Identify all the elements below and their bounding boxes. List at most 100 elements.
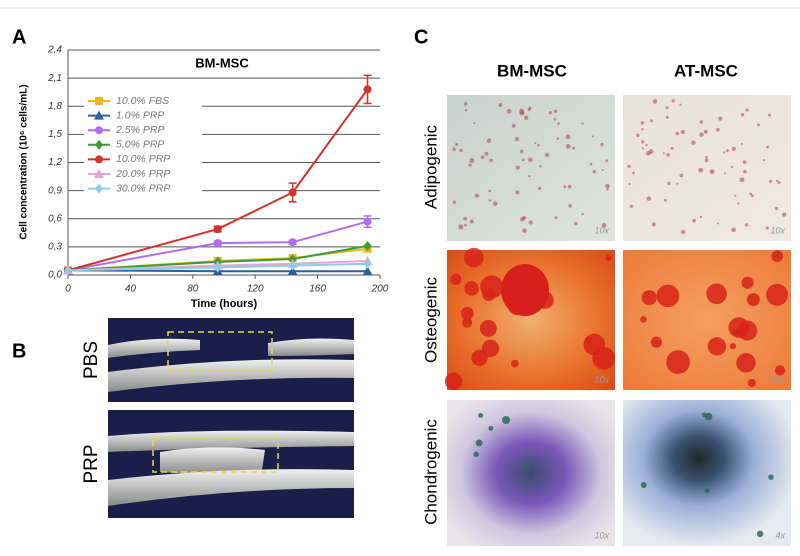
- defect-box: [167, 331, 273, 371]
- stain-spot: [648, 149, 654, 155]
- stain-spot: [730, 165, 734, 168]
- stain-spot: [480, 275, 504, 299]
- legend-marker: [94, 110, 104, 120]
- y-tick-label: 1,2: [48, 157, 62, 168]
- stain-spot: [667, 181, 671, 186]
- stain-spot: [699, 120, 703, 124]
- stain-spot: [537, 144, 540, 147]
- data-line: [67, 88, 369, 272]
- stain-spot: [736, 353, 756, 373]
- panel-label: C: [414, 26, 428, 48]
- stain-spot: [522, 228, 527, 233]
- stain-spot: [461, 317, 473, 328]
- stain-spot: [553, 109, 558, 114]
- stain-spot: [649, 119, 653, 123]
- y-tick-label: 0,9: [48, 185, 62, 196]
- stain-spot: [766, 283, 789, 306]
- stain-spot: [492, 201, 498, 207]
- stain-spot: [704, 158, 709, 163]
- stain-spot: [600, 142, 604, 147]
- stain-spot: [739, 177, 745, 183]
- data-marker: [363, 240, 372, 251]
- stain-spot: [641, 290, 657, 306]
- stain-image: [447, 95, 615, 241]
- stain-spot: [641, 128, 644, 131]
- magnification-label: 10x: [594, 374, 609, 384]
- stain-spot: [563, 185, 567, 189]
- stain-spot: [650, 336, 663, 348]
- stain-spot: [605, 159, 609, 163]
- legend-label: 10.0% PRP: [116, 153, 170, 165]
- x-tick-label: 80: [187, 284, 199, 295]
- stain-spot: [680, 229, 686, 235]
- stain-spot: [768, 474, 774, 480]
- bone-shape: [268, 338, 354, 356]
- stain-spot: [723, 151, 726, 154]
- stain-spot: [510, 359, 519, 368]
- stain-spot: [715, 127, 720, 132]
- stain-spot: [716, 222, 719, 225]
- stain-spot: [731, 227, 736, 233]
- stain-spot: [704, 488, 710, 494]
- stain-spot: [565, 143, 571, 149]
- stain-spot: [640, 482, 647, 488]
- stain-spot: [450, 273, 462, 286]
- bone-shape: [108, 469, 354, 506]
- stain-spot: [769, 179, 773, 183]
- stain-spot: [744, 223, 749, 227]
- stain-spot: [640, 316, 647, 323]
- magnification-label: 4x: [775, 530, 785, 540]
- stain-spot: [486, 138, 492, 143]
- stain-spot: [636, 133, 640, 138]
- stain-spot: [585, 336, 592, 343]
- stain-spot: [737, 202, 740, 205]
- stain-spot: [478, 412, 484, 418]
- column-label: AT-MSC: [674, 61, 738, 80]
- stain-spot: [469, 158, 475, 163]
- stain-spot: [521, 158, 525, 162]
- stain-spot: [479, 319, 497, 337]
- stain-spot: [775, 179, 779, 183]
- data-line: [67, 220, 368, 272]
- stain-spot: [553, 117, 557, 121]
- stain-spot: [572, 146, 576, 150]
- stain-spot: [501, 415, 511, 425]
- stain-spot: [519, 108, 525, 114]
- legend-label: 5.0% PRP: [116, 139, 164, 151]
- stain-spot: [645, 143, 648, 147]
- stain-spot: [706, 283, 727, 305]
- stain-spot: [523, 461, 530, 469]
- stain-spot: [568, 204, 572, 208]
- stain-spot: [527, 108, 531, 112]
- stain-spot: [665, 106, 669, 110]
- data-marker: [64, 265, 72, 276]
- stain-spot: [734, 194, 737, 197]
- stain-image: [623, 250, 791, 390]
- stain-spot: [463, 102, 468, 106]
- stain-spot: [671, 99, 675, 103]
- stain-spot: [765, 226, 769, 230]
- stain-spot: [464, 108, 468, 112]
- stain-spot: [601, 168, 604, 171]
- stain-spot: [766, 145, 769, 149]
- row-label: Chondrogenic: [421, 419, 440, 525]
- stain-spot: [528, 220, 533, 225]
- stain-spot: [458, 224, 464, 230]
- legend-label: 1.0% PRP: [116, 109, 164, 121]
- stain-spot: [774, 365, 786, 376]
- stain-spot: [707, 337, 727, 356]
- stain-spot: [741, 276, 754, 289]
- stain-spot: [528, 157, 533, 163]
- stain-spot: [473, 451, 479, 458]
- row-label: Adipogenic: [421, 124, 440, 209]
- stain-spot: [680, 129, 685, 135]
- stain-spot: [520, 217, 525, 222]
- y-tick-label: 0,3: [48, 242, 62, 253]
- stain-spot: [782, 212, 787, 217]
- stain-spot: [692, 218, 696, 223]
- line-chart: BM-MSC Time (hours) Cell concentration (…: [19, 45, 389, 310]
- stain-spot: [699, 132, 704, 137]
- stain-spot: [464, 281, 479, 296]
- stain-spot: [501, 264, 549, 316]
- stain-spot: [592, 170, 596, 174]
